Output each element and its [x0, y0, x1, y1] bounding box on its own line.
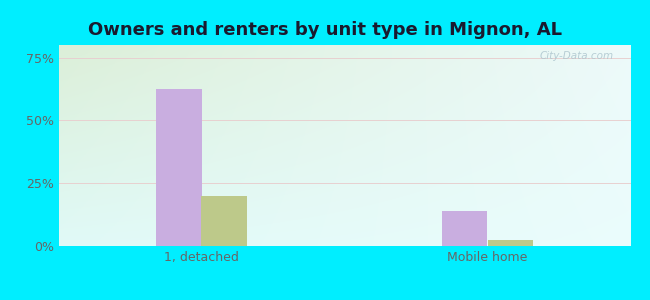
Text: City-Data.com: City-Data.com [540, 51, 614, 61]
Bar [156, 89, 202, 246]
Bar [488, 240, 533, 246]
Bar [202, 196, 247, 246]
Bar [442, 211, 488, 246]
Text: Owners and renters by unit type in Mignon, AL: Owners and renters by unit type in Migno… [88, 21, 562, 39]
Legend: Owner occupied units, Renter occupied units: Owner occupied units, Renter occupied un… [164, 297, 525, 300]
